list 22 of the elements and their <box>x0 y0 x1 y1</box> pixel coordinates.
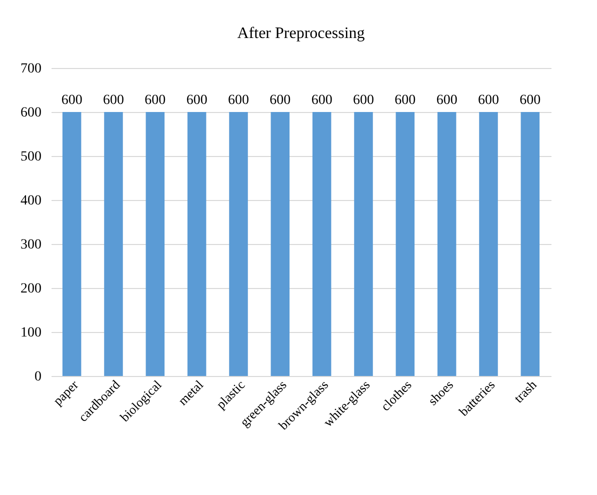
y-tick-label: 400 <box>20 194 42 208</box>
data-label: 600 <box>520 93 541 108</box>
data-label: 600 <box>436 93 458 108</box>
y-tick-label: 600 <box>20 106 42 120</box>
y-tick-label: 700 <box>20 62 42 76</box>
y-tick-label: 300 <box>20 238 42 252</box>
data-label: 600 <box>270 93 291 108</box>
data-label: 600 <box>353 93 374 108</box>
y-tick-label: 500 <box>20 150 42 164</box>
data-label: 600 <box>394 93 416 108</box>
chart-title: After Preprocessing <box>237 25 365 42</box>
y-tick-label: 200 <box>20 282 42 296</box>
data-label: 600 <box>311 93 332 108</box>
y-tick-label: 100 <box>20 326 42 340</box>
data-label: 600 <box>228 93 249 108</box>
data-label: 600 <box>478 93 499 108</box>
data-label: 600 <box>103 93 124 108</box>
x-tick-label: trash <box>510 376 540 406</box>
y-tick-label: 0 <box>34 370 42 384</box>
data-label: 600 <box>144 93 166 108</box>
data-label: 600 <box>61 93 82 108</box>
data-label: 600 <box>186 93 208 108</box>
